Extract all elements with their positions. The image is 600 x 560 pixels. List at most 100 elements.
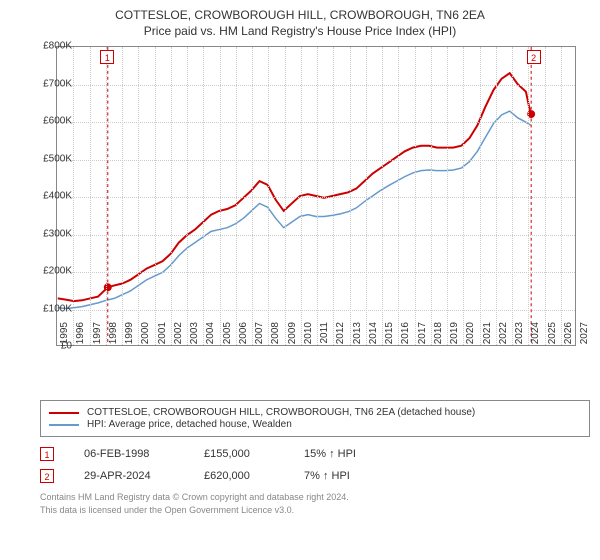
gridline-vertical [382, 47, 383, 345]
gridline-vertical [512, 47, 513, 345]
series-line-cottesloe [58, 73, 531, 301]
event-delta: 7% ↑ HPI [304, 470, 384, 482]
x-axis-label: 2008 [270, 322, 281, 352]
x-axis-label: 2026 [563, 322, 574, 352]
x-axis-label: 1996 [75, 322, 86, 352]
event-price: £620,000 [204, 470, 274, 482]
x-axis-label: 2001 [157, 322, 168, 352]
legend-item-hpi: HPI: Average price, detached house, Weal… [49, 419, 581, 430]
chart-svg [57, 47, 575, 345]
event-badge: 2 [40, 469, 54, 483]
x-axis-label: 2020 [465, 322, 476, 352]
x-axis-label: 2005 [222, 322, 233, 352]
chart-container: COTTESLOE, CROWBOROUGH HILL, CROWBOROUGH… [0, 0, 600, 560]
y-axis-label: £700K [24, 78, 72, 89]
y-axis-label: £400K [24, 191, 72, 202]
gridline-vertical [187, 47, 188, 345]
event-price: £155,000 [204, 448, 274, 460]
x-axis-label: 2022 [498, 322, 509, 352]
x-axis-label: 2021 [482, 322, 493, 352]
gridline-horizontal [57, 85, 575, 86]
legend-item-cottesloe: COTTESLOE, CROWBOROUGH HILL, CROWBOROUGH… [49, 407, 581, 418]
y-axis-label: £300K [24, 228, 72, 239]
footer-line: Contains HM Land Registry data © Crown c… [40, 491, 590, 504]
gridline-vertical [301, 47, 302, 345]
x-axis-label: 2010 [303, 322, 314, 352]
footer-attribution: Contains HM Land Registry data © Crown c… [40, 491, 590, 516]
gridline-vertical [317, 47, 318, 345]
x-axis-label: 2007 [254, 322, 265, 352]
gridline-vertical [463, 47, 464, 345]
x-axis-label: 2019 [449, 322, 460, 352]
gridline-vertical [528, 47, 529, 345]
gridline-vertical [431, 47, 432, 345]
gridline-vertical [220, 47, 221, 345]
legend-swatch [49, 424, 79, 426]
x-axis-label: 2003 [189, 322, 200, 352]
event-marker: 1 [100, 50, 114, 64]
legend-label: HPI: Average price, detached house, Weal… [87, 419, 292, 430]
x-axis-label: 1997 [92, 322, 103, 352]
x-axis-label: 2002 [173, 322, 184, 352]
gridline-vertical [496, 47, 497, 345]
x-axis-label: 2023 [514, 322, 525, 352]
gridline-vertical [138, 47, 139, 345]
x-axis-label: 2014 [368, 322, 379, 352]
gridline-vertical [366, 47, 367, 345]
chart-area: 12 £0£100K£200K£300K£400K£500K£600K£700K… [36, 46, 596, 396]
y-axis-label: £100K [24, 303, 72, 314]
gridline-vertical [398, 47, 399, 345]
gridline-vertical [447, 47, 448, 345]
y-axis-label: £500K [24, 153, 72, 164]
gridline-vertical [285, 47, 286, 345]
gridline-vertical [545, 47, 546, 345]
legend: COTTESLOE, CROWBOROUGH HILL, CROWBOROUGH… [40, 400, 590, 437]
x-axis-label: 2027 [579, 322, 590, 352]
plot-region: 12 [56, 46, 576, 346]
x-axis-label: 2017 [417, 322, 428, 352]
event-marker: 2 [527, 50, 541, 64]
gridline-vertical [415, 47, 416, 345]
x-axis-label: 2009 [287, 322, 298, 352]
gridline-horizontal [57, 235, 575, 236]
event-date: 06-FEB-1998 [84, 448, 174, 460]
event-date: 29-APR-2024 [84, 470, 174, 482]
y-axis-label: £800K [24, 41, 72, 52]
x-axis-label: 2013 [352, 322, 363, 352]
title-block: COTTESLOE, CROWBOROUGH HILL, CROWBOROUGH… [0, 0, 600, 42]
gridline-vertical [90, 47, 91, 345]
gridline-vertical [333, 47, 334, 345]
gridline-vertical [171, 47, 172, 345]
y-axis-label: £200K [24, 266, 72, 277]
x-axis-label: 1999 [124, 322, 135, 352]
x-axis-label: 2015 [384, 322, 395, 352]
gridline-vertical [252, 47, 253, 345]
gridline-vertical [236, 47, 237, 345]
events-table: 1 06-FEB-1998 £155,000 15% ↑ HPI 2 29-AP… [40, 447, 590, 483]
gridline-horizontal [57, 197, 575, 198]
legend-swatch [49, 412, 79, 414]
gridline-horizontal [57, 122, 575, 123]
gridline-vertical [350, 47, 351, 345]
x-axis-label: 2000 [140, 322, 151, 352]
x-axis-label: 1995 [59, 322, 70, 352]
event-delta: 15% ↑ HPI [304, 448, 384, 460]
footer-line: This data is licensed under the Open Gov… [40, 504, 590, 517]
x-axis-label: 2024 [530, 322, 541, 352]
event-row: 2 29-APR-2024 £620,000 7% ↑ HPI [40, 469, 590, 483]
gridline-horizontal [57, 160, 575, 161]
gridline-vertical [106, 47, 107, 345]
series-line-hpi [58, 111, 531, 308]
gridline-vertical [268, 47, 269, 345]
chart-subtitle: Price paid vs. HM Land Registry's House … [10, 24, 590, 38]
chart-title: COTTESLOE, CROWBOROUGH HILL, CROWBOROUGH… [10, 8, 590, 22]
gridline-horizontal [57, 310, 575, 311]
gridline-vertical [561, 47, 562, 345]
gridline-vertical [203, 47, 204, 345]
legend-label: COTTESLOE, CROWBOROUGH HILL, CROWBOROUGH… [87, 407, 475, 418]
x-axis-label: 2004 [205, 322, 216, 352]
x-axis-label: 2011 [319, 322, 330, 352]
gridline-vertical [155, 47, 156, 345]
x-axis-label: 2006 [238, 322, 249, 352]
event-row: 1 06-FEB-1998 £155,000 15% ↑ HPI [40, 447, 590, 461]
